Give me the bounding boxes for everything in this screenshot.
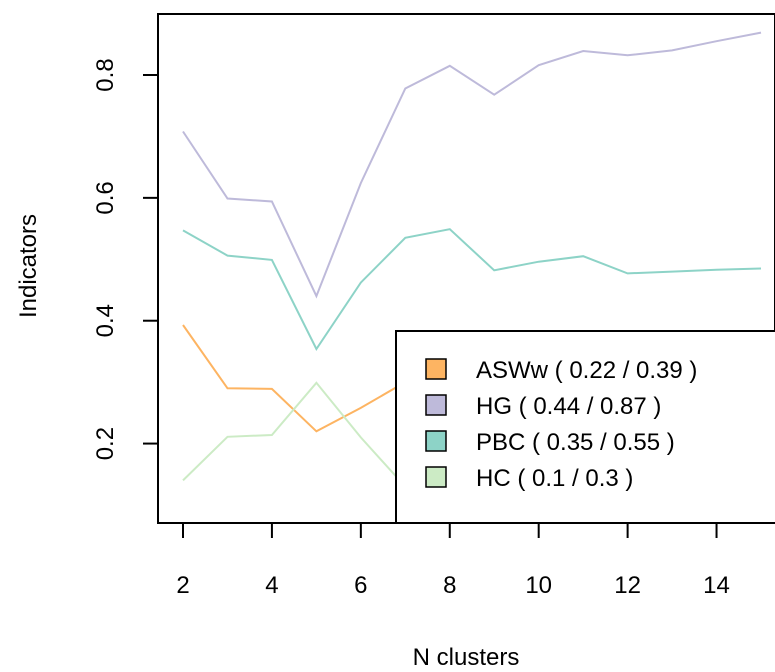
legend-swatch-asww (425, 358, 447, 380)
x-tick-label: 2 (176, 572, 189, 599)
x-tick-label: 12 (614, 572, 641, 599)
y-axis: 0.2 0.4 0.6 0.8 (92, 58, 159, 460)
y-tick-label: 0.8 (92, 58, 119, 91)
series-line-pbc (182, 228, 762, 351)
x-tick-label: 6 (354, 572, 367, 599)
y-tick-label: 0.2 (92, 427, 119, 460)
x-axis: 2 4 6 8 10 12 14 (176, 522, 730, 599)
legend-box (395, 330, 775, 524)
legend-label-hg: HG ( 0.44 / 0.87 ) (476, 393, 661, 420)
legend-label-hc: HC ( 0.1 / 0.3 ) (476, 465, 633, 492)
legend: ASWw ( 0.22 / 0.39 ) HG ( 0.44 / 0.87 ) PB… (395, 330, 775, 524)
legend-swatch-hg (425, 394, 447, 416)
x-tick-label: 4 (265, 572, 278, 599)
x-tick-label: 10 (525, 572, 552, 599)
legend-label-asww: ASWw ( 0.22 / 0.39 ) (476, 357, 697, 384)
x-axis-title: N clusters (413, 644, 520, 671)
y-tick-label: 0.4 (92, 304, 119, 337)
legend-swatch-pbc (425, 430, 447, 452)
series-line-hg (182, 31, 762, 299)
legend-label-pbc: PBC ( 0.35 / 0.55 ) (476, 429, 675, 456)
x-tick-label: 8 (443, 572, 456, 599)
y-tick-label: 0.6 (92, 181, 119, 214)
legend-swatch-hc (425, 466, 447, 488)
x-tick-label: 14 (703, 572, 730, 599)
y-axis-title: Indicators (15, 214, 42, 318)
